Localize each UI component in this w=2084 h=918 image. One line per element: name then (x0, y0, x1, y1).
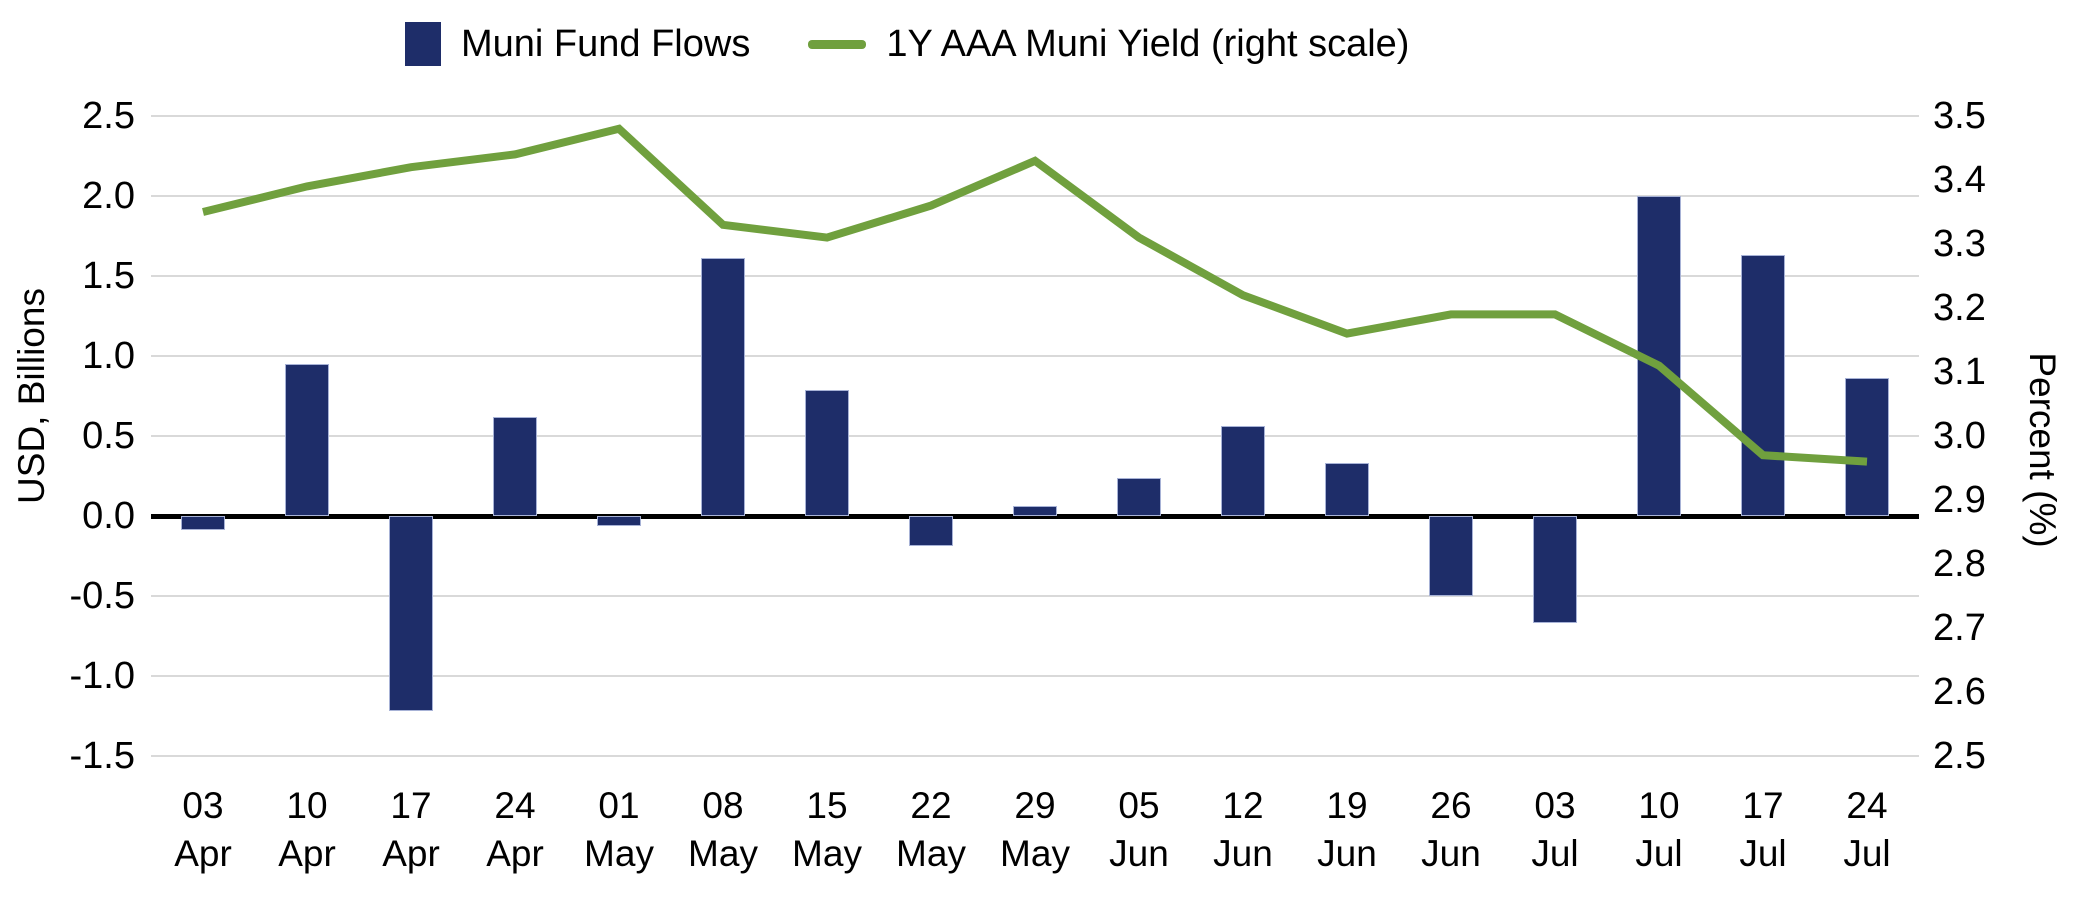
x-axis-label-24-Apr: 24 Apr (486, 785, 544, 874)
yield-line (202, 124, 1868, 466)
zero-axis-line (151, 514, 1919, 519)
x-axis-label-12-Jun: 12 Jun (1213, 785, 1273, 874)
legend-label-muni-yield: 1Y AAA Muni Yield (right scale) (886, 22, 1410, 65)
gridline (151, 115, 1919, 117)
x-axis-label-01-May: 01 May (584, 785, 654, 874)
x-axis-label-19-Jun: 19 Jun (1317, 785, 1377, 874)
left-axis-tick-label: -0.5 (69, 575, 135, 617)
bar-29-May (1013, 506, 1057, 516)
x-axis-label-24-Jul: 24 Jul (1843, 785, 1891, 874)
x-axis-label-10-Jul: 10 Jul (1635, 785, 1683, 874)
right-axis-tick-label: 3.1 (1933, 351, 1986, 393)
bar-24-Jul (1845, 378, 1889, 516)
gridline (151, 755, 1919, 757)
gridline (151, 435, 1919, 437)
right-axis-tick-label: 3.5 (1933, 95, 1986, 137)
gridline (151, 675, 1919, 677)
bar-17-Apr (389, 516, 433, 712)
right-axis-tick-label: 2.8 (1933, 543, 1986, 585)
bar-24-Apr (493, 416, 537, 516)
gridline (151, 275, 1919, 277)
right-axis-tick-label: 3.0 (1933, 415, 1986, 457)
left-axis-tick-label: 2.0 (82, 175, 135, 217)
bar-10-Apr (285, 364, 329, 516)
right-axis-tick-label: 2.9 (1933, 479, 1986, 521)
gridline (151, 595, 1919, 597)
left-axis-tick-label: 0.0 (82, 495, 135, 537)
right-axis-tick-label: 3.4 (1933, 159, 1986, 201)
x-axis-label-08-May: 08 May (688, 785, 758, 874)
left-axis-tick-label: 1.5 (82, 255, 135, 297)
x-axis-label-15-May: 15 May (792, 785, 862, 874)
x-axis-label-29-May: 29 May (1000, 785, 1070, 874)
x-axis-label-22-May: 22 May (896, 785, 966, 874)
x-axis-label-10-Apr: 10 Apr (278, 785, 336, 874)
x-axis-label-17-Jul: 17 Jul (1739, 785, 1787, 874)
right-axis-tick-label: 2.7 (1933, 607, 1986, 649)
legend-item-muni-fund-flows: Muni Fund Flows (405, 22, 750, 66)
bar-22-May (909, 516, 953, 547)
x-axis-label-26-Jun: 26 Jun (1421, 785, 1481, 874)
gridline (151, 355, 1919, 357)
x-axis-label-03-Apr: 03 Apr (174, 785, 232, 874)
x-axis-label-05-Jun: 05 Jun (1109, 785, 1169, 874)
bar-26-Jun (1429, 516, 1473, 596)
left-axis-tick-label: 1.0 (82, 335, 135, 377)
left-axis-tick-label: 0.5 (82, 415, 135, 457)
right-axis-tick-label: 2.5 (1933, 735, 1986, 777)
legend-item-muni-yield: 1Y AAA Muni Yield (right scale) (808, 23, 1409, 66)
bar-12-Jun (1221, 426, 1265, 516)
gridline (151, 195, 1919, 197)
x-axis-label-17-Apr: 17 Apr (382, 785, 440, 874)
bar-08-May (701, 258, 745, 516)
left-axis-tick-label: -1.0 (69, 655, 135, 697)
left-axis-tick-label: -1.5 (69, 735, 135, 777)
line-series-swatch-icon (808, 39, 867, 49)
right-axis-tick-label: 3.3 (1933, 223, 1986, 265)
bar-03-Apr (181, 516, 225, 531)
x-axis-label-03-Jul: 03 Jul (1531, 785, 1579, 874)
bar-01-May (597, 516, 641, 526)
left-axis-tick-label: 2.5 (82, 95, 135, 137)
bar-05-Jun (1117, 477, 1161, 516)
bar-15-May (805, 389, 849, 516)
bar-17-Jul (1741, 255, 1785, 516)
legend-label-muni-fund-flows: Muni Fund Flows (461, 22, 751, 65)
right-axis-tick-label: 2.6 (1933, 671, 1986, 713)
bar-series-swatch-icon (405, 22, 441, 66)
bar-03-Jul (1533, 516, 1577, 624)
bar-19-Jun (1325, 463, 1369, 516)
chart-legend: Muni Fund Flows 1Y AAA Muni Yield (right… (405, 22, 1409, 66)
right-axis-tick-label: 3.2 (1933, 287, 1986, 329)
